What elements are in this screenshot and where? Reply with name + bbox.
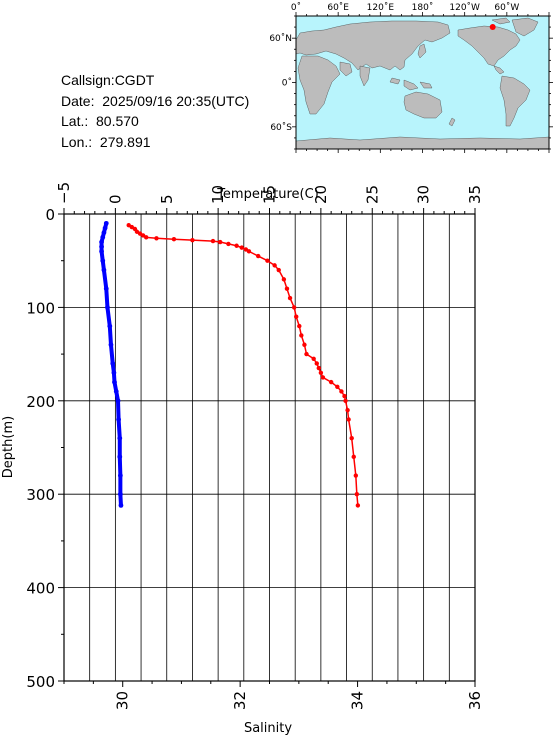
map-lon-label: 120˚W [449,2,480,13]
map-lon-label: 0˚ [291,2,301,13]
callsign-text: Callsign:CGDT [61,72,155,88]
map-lat-label: 60˚N [269,33,292,44]
longitude-text: Lon.: 279.891 [61,133,151,150]
map-lat-label: 60˚S [270,122,292,133]
map-lon-label: 60˚E [327,2,349,13]
map-land [295,17,550,150]
latitude-text: Lat.: 80.570 [61,113,139,129]
map-lon-label: 180˚ [412,2,434,13]
map-lat-label: 0˚ [282,78,292,89]
station-marker [489,23,496,30]
map-lon-label: 60˚W [494,2,519,13]
date-text: Date: 2025/09/16 20:35(UTC) [61,92,250,109]
map-longitude-labels: 0˚ 60˚E 120˚E 180˚ 120˚W 60˚W [291,2,519,13]
map-ticks [292,12,553,153]
station-info: Callsign:CGDT Date: 2025/09/16 20:35(UTC… [61,70,249,152]
map-lon-label: 120˚E [367,2,395,13]
map-latitude-labels: 60˚N 0˚ 60˚S [269,33,292,133]
